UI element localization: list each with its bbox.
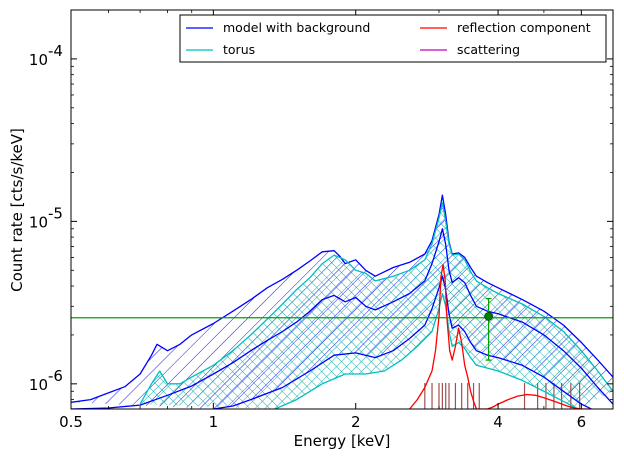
- reflection-line: [409, 264, 592, 409]
- model-upper-line: [71, 194, 613, 403]
- legend-label-3: scattering: [457, 42, 520, 57]
- y-tick-exponent-2: -4: [48, 42, 63, 60]
- x-tick-label-0: 0.5: [59, 413, 83, 431]
- axis-ticks: [70, 10, 614, 409]
- y-tick-label-1: 10: [29, 213, 48, 231]
- plot-frame: [70, 9, 614, 410]
- torus-upper-line: [139, 202, 613, 405]
- chart-legend: model with background reflection componen…: [179, 14, 607, 63]
- legend-label-2: torus: [223, 42, 255, 57]
- series-lines: [71, 194, 613, 409]
- line-markers: [424, 383, 581, 409]
- plot-area: [71, 194, 613, 409]
- legend-box: [179, 14, 607, 63]
- x-tick-label-1: 1: [209, 413, 219, 431]
- legend-label-0: model with background: [223, 20, 370, 35]
- data-point: [484, 312, 494, 321]
- data-markers: [484, 297, 494, 361]
- model-middle-line: [71, 228, 613, 409]
- legend-label-1: reflection component: [457, 20, 591, 35]
- y-axis-label: Count rate [cts/s/keV]: [8, 128, 26, 292]
- x-axis-label: Energy [keV]: [294, 432, 391, 450]
- model-lower-line: [213, 275, 592, 409]
- y-tick-exponent-1: -5: [48, 204, 63, 222]
- y-tick-label-0: 10: [29, 376, 48, 394]
- x-tick-label-2: 2: [351, 413, 361, 431]
- x-tick-label-3: 4: [493, 413, 503, 431]
- y-tick-label-2: 10: [29, 51, 48, 69]
- x-tick-label-4: 6: [577, 413, 587, 431]
- axis-tick-labels: 0.5 1 2 4 610-610-510-4: [29, 42, 586, 431]
- y-tick-exponent-0: -6: [48, 367, 63, 385]
